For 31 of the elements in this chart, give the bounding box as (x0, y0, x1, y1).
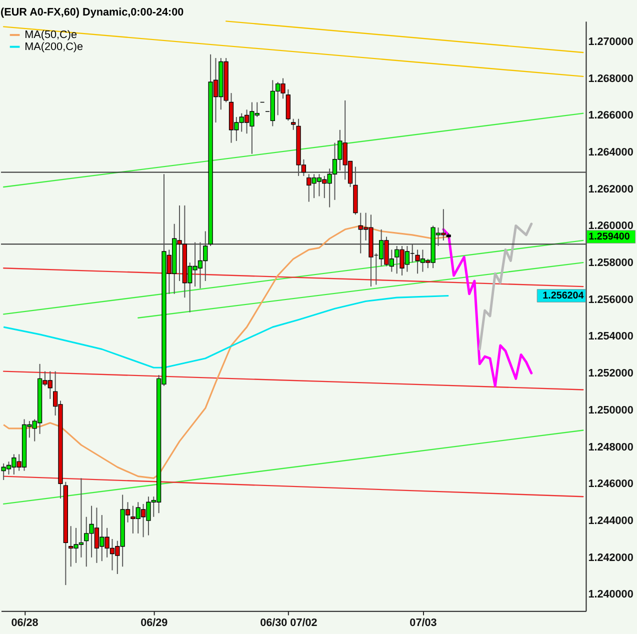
y-tick-label: 1.266000 (588, 110, 634, 122)
y-tick-label: 1.270000 (588, 36, 634, 48)
line-series (442, 228, 533, 388)
y-tick-label: 1.240000 (588, 588, 634, 601)
y-tick-label: 1.258000 (588, 257, 634, 270)
line-series (478, 222, 533, 350)
y-tick-label: 1.250000 (588, 404, 634, 416)
x-tick-label: 06/30 07/02 (260, 617, 318, 630)
y-tick-label: 1.252000 (588, 368, 634, 380)
y-tick-label: 1.244000 (588, 515, 634, 528)
y-tick-label: 1.256000 (588, 294, 634, 306)
y-tick-label: 1.264000 (588, 146, 634, 158)
text: 1.259400 (588, 232, 630, 243)
y-tick-label: 1.260000 (588, 220, 634, 232)
legend-label: MA(200,C)e (24, 40, 84, 53)
y-tick-label: 1.268000 (588, 72, 634, 85)
y-tick-label: 1.242000 (588, 552, 634, 564)
y-tick-label: 1.246000 (588, 478, 634, 490)
line-series (2, 294, 450, 368)
candlestick (291, 118, 296, 130)
y-tick-label: 1.262000 (588, 183, 634, 196)
annotation: 1.256204 (542, 290, 584, 302)
y-tick-label: 1.248000 (588, 441, 634, 454)
x-tick-label: 06/28 (11, 617, 38, 630)
y-tick-label: 1.254000 (588, 330, 634, 343)
chart-title: (EUR A0-FX,60) Dynamic,0:00-24:00 (0, 6, 184, 19)
x-tick-label: 07/03 (410, 617, 437, 630)
legend-label: MA(50,C)e (24, 28, 78, 41)
candlestick (286, 88, 290, 122)
x-tick-label: 06/29 (140, 617, 168, 630)
line-series (2, 224, 450, 479)
